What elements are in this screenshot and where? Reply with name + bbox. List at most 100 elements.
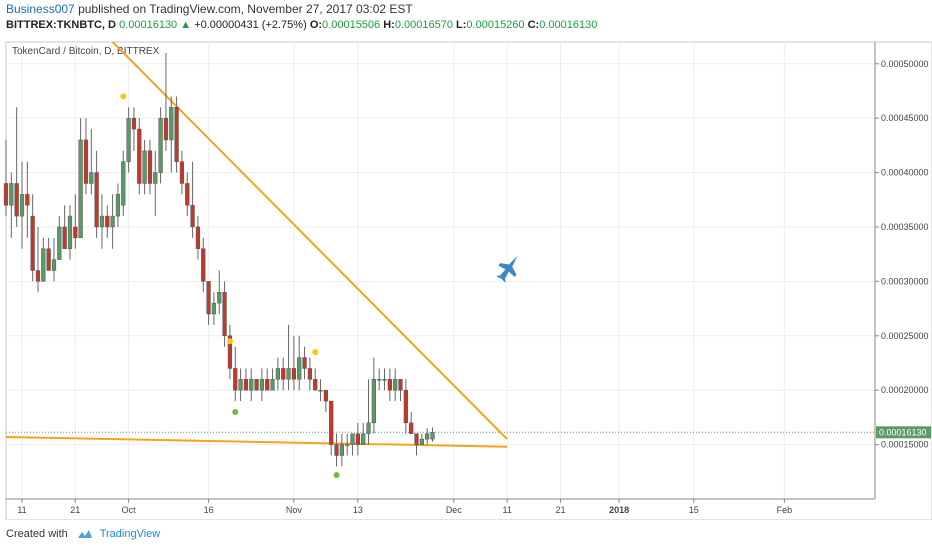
footer: Created with TradingView [6, 528, 160, 540]
candle-body [190, 204, 195, 228]
candle-body [126, 117, 131, 162]
candle-body [355, 433, 360, 445]
candle-body [137, 128, 142, 184]
candle-body [99, 215, 105, 228]
green-marker [232, 408, 239, 415]
candle-body [318, 389, 323, 392]
candle-body [142, 150, 147, 184]
candle-body [46, 248, 51, 271]
trendline [5, 435, 508, 448]
candle-body [30, 215, 35, 271]
candle-body [291, 368, 297, 380]
candle-body [115, 194, 121, 217]
candle-body [297, 357, 302, 380]
chart-title: TokenCard / Bitcoin, D, BITTREX [12, 46, 160, 57]
candle-body [25, 194, 30, 206]
candle-body [110, 215, 115, 228]
candle-body [78, 139, 83, 239]
candle-body [361, 433, 366, 445]
green-marker [333, 472, 340, 479]
high-value: 0.00016570 [394, 19, 453, 31]
candle-body [430, 432, 435, 440]
candle-body [286, 368, 291, 380]
published-text: published on TradingView.com, November 2… [78, 2, 413, 16]
candle-body [147, 150, 153, 184]
candle-body [270, 379, 275, 391]
candle-body [89, 172, 94, 184]
created-with-text: Created with [6, 528, 68, 540]
candle-body [334, 444, 339, 456]
up-arrow-icon: ▲ [180, 19, 192, 31]
candle-body [35, 270, 41, 282]
x-tick-label: Nov [286, 505, 303, 515]
x-tick-label: 2018 [609, 505, 629, 515]
y-axis: 0.00015000 0.00020000 0.00025000 0.00030000… [874, 42, 931, 499]
y-tick-label: 0.00035000 [881, 222, 929, 232]
candle-body [94, 172, 99, 228]
open-value: 0.00015506 [322, 19, 381, 31]
last-price: 0.00016130 [119, 19, 178, 31]
candle-body [62, 226, 67, 249]
x-tick-label: 16 [204, 505, 214, 515]
x-tick-label: 21 [555, 505, 565, 515]
candle-body [366, 422, 371, 434]
candle-body [243, 379, 249, 391]
yellow-marker [312, 349, 319, 356]
candle-body [387, 379, 392, 391]
candle-body [57, 226, 62, 260]
candle-body [403, 389, 408, 424]
low-label: L: [456, 19, 467, 31]
candle-body [345, 444, 350, 446]
x-tick-label: Oct [122, 505, 137, 515]
high-label: H: [383, 19, 395, 31]
candle-body [302, 357, 307, 369]
candle-body [275, 368, 281, 380]
candle-body [131, 117, 137, 130]
y-tick-label: 0.00015000 [881, 440, 929, 450]
candle-body [238, 379, 243, 391]
candle-body [206, 281, 211, 315]
candle-body [281, 368, 286, 380]
candle-body [41, 248, 46, 282]
candle-body [313, 379, 318, 391]
candle-body [371, 379, 376, 424]
candle-body [153, 172, 158, 184]
price-chart[interactable]: TokenCard / Bitcoin, D, BITTREX 0.000150… [0, 36, 932, 520]
candle-body [201, 248, 206, 282]
candle-body [83, 139, 89, 184]
x-tick-label: 13 [353, 505, 363, 515]
candle-body [393, 379, 398, 391]
yellow-marker [120, 93, 127, 100]
y-tick-label: 0.00050000 [881, 59, 929, 69]
candle-body [121, 161, 126, 206]
candle-body [249, 379, 254, 391]
close-value: 0.00016130 [539, 19, 598, 31]
candle-body [222, 292, 227, 337]
tradingview-link[interactable]: TradingView [99, 528, 161, 540]
author-link[interactable]: Business007 [6, 2, 75, 16]
candle-body [409, 422, 414, 434]
candle-body [158, 117, 163, 173]
last-price-label: 0.00016130 [879, 427, 927, 437]
tradingview-logo-icon [77, 530, 92, 539]
x-tick-label: 15 [689, 505, 699, 515]
change-value: +0.00000431 (+2.75%) [194, 19, 307, 31]
close-label: C: [527, 19, 540, 31]
candle-body [73, 226, 78, 239]
candle-body [307, 368, 312, 380]
candle-body [398, 379, 403, 391]
y-tick-label: 0.00030000 [881, 276, 929, 286]
candle-body [67, 215, 73, 249]
candle-body [211, 302, 217, 315]
candle-body [323, 389, 328, 402]
candle-body [105, 215, 110, 228]
candle-body [163, 117, 169, 141]
candle-body [414, 433, 419, 445]
candle-body [227, 335, 233, 369]
candle-body [51, 259, 57, 271]
low-value: 0.00015260 [466, 19, 525, 31]
candle-body [14, 183, 19, 217]
x-tick-label: 21 [70, 505, 80, 515]
candle-body [19, 194, 25, 217]
last-price-badge [876, 426, 931, 439]
